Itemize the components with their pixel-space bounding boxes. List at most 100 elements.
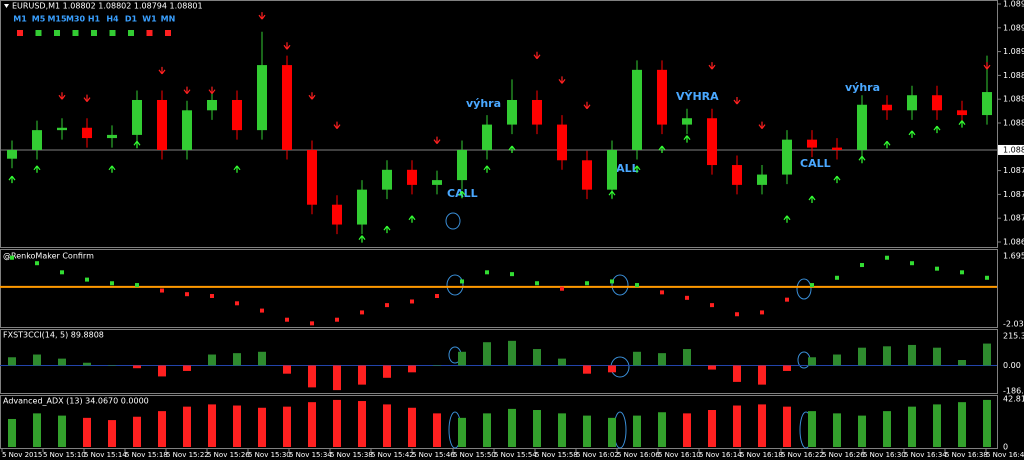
x-tick-label: 5 Nov 15:30 bbox=[248, 451, 291, 459]
frames bbox=[0, 0, 998, 449]
timeframe-button[interactable]: H1 bbox=[88, 15, 101, 24]
renko-dot bbox=[535, 281, 539, 286]
sar-arrow bbox=[583, 101, 591, 110]
cci-bar bbox=[108, 365, 116, 366]
timeframe-button[interactable]: M5 bbox=[32, 15, 46, 24]
candle-body bbox=[107, 134, 117, 139]
cci-bar bbox=[983, 343, 991, 366]
y-tick-label: 1.08835 bbox=[1003, 119, 1024, 128]
current-price-label: 1.08801 bbox=[1003, 145, 1024, 154]
candle-body bbox=[132, 99, 142, 135]
x-tick-label: 5 Nov 16:34 bbox=[904, 451, 947, 459]
x-tick-label: 5 Nov 15:54 bbox=[494, 451, 537, 459]
adx-bar bbox=[783, 406, 791, 447]
candle-body bbox=[457, 149, 467, 181]
renko-dot bbox=[260, 308, 264, 313]
x-tick-label: 5 Nov 16:18 bbox=[740, 451, 783, 459]
candle-body bbox=[782, 139, 792, 175]
renko-dot bbox=[810, 283, 814, 288]
sar-arrow bbox=[8, 175, 16, 184]
x-tick-label: 5 Nov 15:22 bbox=[166, 451, 209, 459]
x-tick-label: 5 Nov 16:30 bbox=[863, 451, 906, 459]
renko-dot bbox=[785, 297, 789, 302]
timeframe-button[interactable]: M30 bbox=[66, 15, 86, 24]
adx-bar bbox=[758, 404, 766, 447]
renko-dot bbox=[185, 292, 189, 297]
candle-body bbox=[757, 174, 767, 185]
cci-bar bbox=[283, 365, 291, 374]
cci-bar bbox=[883, 346, 891, 366]
sar-arrow bbox=[333, 121, 341, 129]
candle-body bbox=[232, 99, 242, 131]
y-tick-label: 0 bbox=[1003, 443, 1008, 452]
timeframe-button[interactable]: H4 bbox=[106, 15, 119, 24]
adx-bar bbox=[58, 415, 66, 447]
main-frame bbox=[0, 0, 998, 248]
adx-bar bbox=[908, 406, 916, 447]
symbol-header: EURUSD,M1 1.08802 1.08802 1.08794 1.0880… bbox=[12, 2, 203, 11]
timeframe-button[interactable]: M1 bbox=[13, 15, 27, 24]
adx-bar bbox=[983, 399, 991, 447]
adx-bar bbox=[233, 405, 241, 447]
x-tick-label: 5 Nov 15:18 bbox=[125, 451, 168, 459]
adx-title: Advanced_ADX (13) 34.0670 0.0000 bbox=[3, 397, 149, 406]
candle-body bbox=[807, 139, 817, 148]
adx-bar bbox=[133, 416, 141, 447]
cci-bar bbox=[58, 358, 66, 366]
y-tick-label: 1.08775 bbox=[1003, 166, 1024, 175]
y-tick-label: 1.08745 bbox=[1003, 190, 1024, 199]
candle-body bbox=[507, 99, 517, 125]
candle-body bbox=[532, 99, 542, 125]
cci-bar bbox=[908, 344, 916, 366]
circle bbox=[445, 212, 461, 230]
x-tick-label: 5 Nov 15:26 bbox=[207, 451, 250, 459]
candle-body bbox=[857, 104, 867, 150]
renko-frame bbox=[0, 249, 998, 328]
cci-bar bbox=[733, 365, 741, 382]
adx-bar bbox=[108, 420, 116, 447]
x-tick-label: 5 Nov 15:10 bbox=[43, 451, 86, 459]
cci-title: FXST3CCI(14, 5) 89.8808 bbox=[3, 331, 104, 340]
adx-bar bbox=[333, 399, 341, 447]
timeframe-signal bbox=[54, 30, 60, 36]
win-label: VÝHRA bbox=[676, 90, 719, 103]
candle-body bbox=[932, 95, 942, 111]
adx-bar bbox=[358, 401, 366, 447]
cci-bar bbox=[33, 354, 41, 366]
timeframe-button[interactable]: W1 bbox=[142, 15, 157, 24]
timeframe-signal bbox=[109, 30, 116, 36]
y-tick-label: 1.08925 bbox=[1003, 47, 1024, 56]
sar-arrow bbox=[83, 94, 91, 102]
renko-dot bbox=[835, 275, 839, 280]
renko-dot bbox=[135, 283, 139, 288]
adx-bar bbox=[583, 415, 591, 447]
candle-body bbox=[207, 99, 217, 111]
adx-bar bbox=[558, 413, 566, 447]
timeframe-button[interactable]: D1 bbox=[125, 15, 138, 24]
sar-arrow bbox=[658, 145, 666, 153]
candle-body bbox=[882, 104, 892, 111]
cci-bar bbox=[833, 354, 841, 366]
cci-bar bbox=[258, 351, 266, 366]
y-tick-label: 0.00 bbox=[1003, 361, 1021, 370]
cci-bar bbox=[183, 365, 191, 371]
renko-dot bbox=[435, 294, 439, 299]
x-tick-label: 5 Nov 16:38 bbox=[945, 451, 988, 459]
x-tick-label: 5 Nov 15:46 bbox=[412, 451, 455, 459]
renko-dot bbox=[460, 279, 464, 284]
cci-bar bbox=[83, 362, 91, 366]
cci-bar bbox=[408, 365, 416, 373]
renko-dot bbox=[910, 261, 914, 266]
sar-arrow bbox=[508, 145, 516, 153]
timeframe-button[interactable]: MN bbox=[161, 15, 176, 24]
adx-bar bbox=[508, 408, 516, 447]
cci-bar bbox=[633, 351, 641, 366]
cci-bar bbox=[858, 347, 866, 366]
y-tick-label: 1.6952 bbox=[1003, 252, 1024, 261]
adx-bar bbox=[633, 415, 641, 447]
sar-arrow bbox=[908, 130, 916, 138]
call-label: CALL bbox=[800, 157, 831, 170]
x-tick-label: 5 Nov 16:02 bbox=[576, 451, 619, 459]
timeframe-button[interactable]: M15 bbox=[47, 15, 67, 24]
adx-bar bbox=[658, 412, 666, 447]
